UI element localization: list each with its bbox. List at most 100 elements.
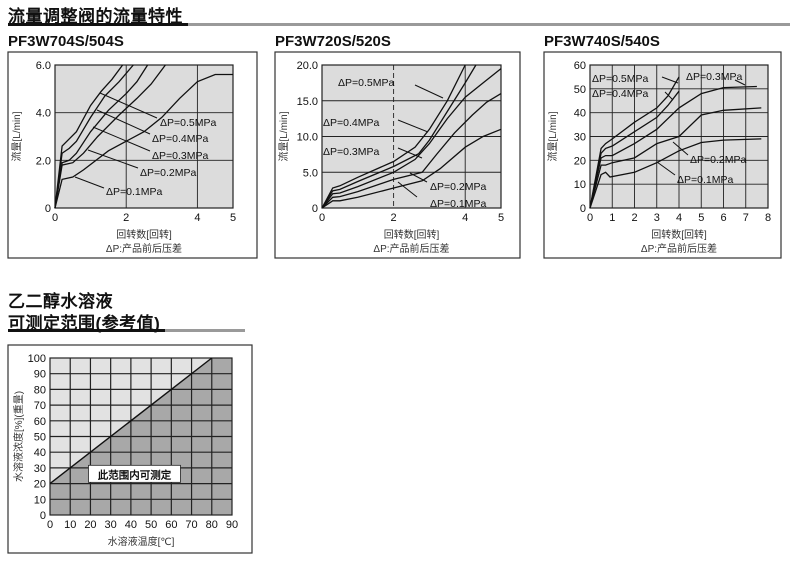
plot-border xyxy=(54,64,234,209)
x-tick-label: 5 xyxy=(230,212,236,224)
series-line xyxy=(321,128,502,209)
x-axis-label: 水溶液温度[℃] xyxy=(108,535,175,548)
series-line xyxy=(321,68,502,209)
series-label: ΔP=0.4MPa xyxy=(152,133,208,145)
series-label: ΔP=0.2MPa xyxy=(140,167,196,179)
x-tick-label: 0 xyxy=(47,519,53,531)
chart-2: 0 2 4 5 0 5.0 10.0 15.0 20.0 流量[L/min] 回转数[回转]ΔP:产… xyxy=(274,51,521,259)
x-tick-label: 90 xyxy=(226,519,238,531)
x-tick-label: 7 xyxy=(743,212,749,224)
y-tick-label: 0 xyxy=(40,510,46,522)
y-tick-label: 50 xyxy=(34,432,46,444)
label-leader xyxy=(734,79,746,86)
x-tick-label: 2 xyxy=(391,212,397,224)
series-line xyxy=(321,64,466,209)
y-axis-label: 流量[L/min] xyxy=(277,111,290,161)
series-label: ΔP=0.5MPa xyxy=(160,117,216,129)
y-tick-label: 100 xyxy=(28,353,46,365)
y-tick-label: 20 xyxy=(34,479,46,491)
x-axis-label: 回转数[回转] xyxy=(384,228,440,241)
label-leader xyxy=(87,149,139,169)
chart1-title: PF3W704S/504S xyxy=(8,33,124,50)
y-tick-label: 40 xyxy=(574,108,586,120)
series-line xyxy=(54,64,149,209)
y-tick-label: 30 xyxy=(34,463,46,475)
chart2-title: PF3W720S/520S xyxy=(275,33,391,50)
series-line xyxy=(589,76,680,209)
chart-frame xyxy=(274,51,521,259)
label-leader xyxy=(74,176,105,189)
pressure-note: ΔP:产品前后压差 xyxy=(641,242,717,255)
x-tick-label: 1 xyxy=(609,212,615,224)
series-line xyxy=(54,64,134,209)
label-leader xyxy=(664,91,674,101)
y-tick-label: 5.0 xyxy=(303,167,318,179)
series-line xyxy=(589,90,680,209)
series-label: ΔP=0.3MPa xyxy=(152,150,208,162)
x-tick-label: 5 xyxy=(498,212,504,224)
x-tick-label: 70 xyxy=(185,519,197,531)
section2-underline-gray xyxy=(165,329,245,332)
label-leader xyxy=(397,147,423,159)
label-leader xyxy=(409,172,428,183)
series-line xyxy=(54,64,166,209)
chart-frame xyxy=(7,51,258,259)
x-tick-label: 4 xyxy=(676,212,682,224)
x-axis-label: 回转数[回转] xyxy=(651,228,707,241)
x-tick-label: 0 xyxy=(319,212,325,224)
series-label: ΔP=0.1MPa xyxy=(677,174,733,186)
series-label: ΔP=0.4MPa xyxy=(592,88,648,100)
y-tick-label: 0 xyxy=(45,203,51,215)
series-line xyxy=(54,73,233,209)
region-label-box xyxy=(88,464,181,483)
plot-border xyxy=(49,357,233,516)
series-line xyxy=(54,64,124,209)
x-tick-label: 8 xyxy=(765,212,771,224)
label-leader xyxy=(414,84,444,99)
label-leader xyxy=(656,161,676,176)
series-label: ΔP=0.2MPa xyxy=(690,154,746,166)
plot-border xyxy=(321,64,502,209)
chart3-title: PF3W740S/540S xyxy=(544,33,660,50)
y-tick-label: 80 xyxy=(34,384,46,396)
section1-underline-gray xyxy=(188,23,790,26)
series-label: ΔP=0.5MPa xyxy=(592,73,648,85)
series-label: ΔP=0.5MPa xyxy=(338,77,394,89)
x-axis-label: 回转数[回转] xyxy=(116,228,172,241)
pressure-note: ΔP:产品前后压差 xyxy=(373,242,449,255)
y-tick-label: 0 xyxy=(312,203,318,215)
series-line xyxy=(589,85,757,209)
y-tick-label: 20 xyxy=(574,155,586,167)
x-tick-label: 4 xyxy=(194,212,200,224)
y-tick-label: 90 xyxy=(34,369,46,381)
section1-title: 流量调整阀的流量特性 xyxy=(8,7,183,26)
series-label: ΔP=0.3MPa xyxy=(686,71,742,83)
y-tick-label: 60 xyxy=(34,416,46,428)
y-tick-label: 40 xyxy=(34,447,46,459)
series-label: ΔP=0.1MPa xyxy=(106,186,162,198)
y-axis-label: 流量[L/min] xyxy=(10,111,23,161)
x-tick-label: 6 xyxy=(720,212,726,224)
series-line xyxy=(589,107,762,209)
x-tick-label: 20 xyxy=(84,519,96,531)
x-tick-label: 0 xyxy=(587,212,593,224)
chart-frame xyxy=(7,344,253,554)
y-axis-label: 水溶液浓度[%](重量) xyxy=(12,391,25,482)
x-tick-label: 2 xyxy=(631,212,637,224)
series-line xyxy=(321,64,477,209)
label-leader xyxy=(397,119,429,133)
x-tick-label: 40 xyxy=(125,519,137,531)
label-leader xyxy=(661,76,679,84)
y-tick-label: 10.0 xyxy=(297,132,318,144)
x-tick-label: 5 xyxy=(698,212,704,224)
y-tick-label: 30 xyxy=(574,132,586,144)
chart-frame xyxy=(543,51,782,259)
y-axis-label: 流量[L/min] xyxy=(546,111,559,161)
x-tick-label: 80 xyxy=(206,519,218,531)
x-tick-label: 4 xyxy=(462,212,468,224)
x-tick-label: 30 xyxy=(105,519,117,531)
x-tick-label: 10 xyxy=(64,519,76,531)
plot-area xyxy=(55,65,233,208)
